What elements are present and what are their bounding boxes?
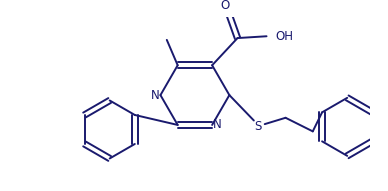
Text: N: N	[151, 89, 159, 102]
Text: N: N	[213, 118, 222, 131]
Text: O: O	[220, 0, 229, 12]
Text: OH: OH	[275, 30, 294, 43]
Text: S: S	[255, 120, 262, 133]
